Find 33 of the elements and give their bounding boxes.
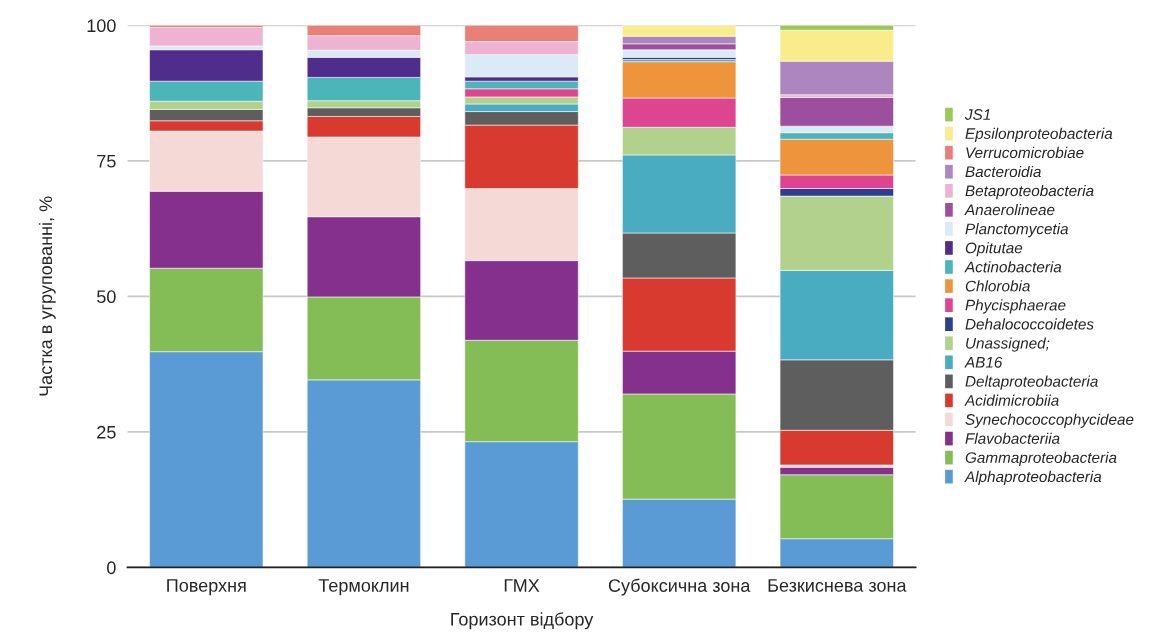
legend-label: Dehalococcoidetes	[965, 318, 1094, 330]
legend-label: JS1	[964, 109, 991, 120]
y-tick-label: 0	[107, 561, 116, 575]
legend-label: Phycisphaerae	[965, 299, 1066, 314]
y-tick-label: 100	[87, 19, 116, 33]
legend-label: Verrucomicrobiae	[966, 146, 1084, 159]
x-tick-label: Поверхня	[167, 579, 246, 596]
legend-label: Chlorobia	[965, 280, 1030, 292]
legend-label: Alphaproteobacteria	[964, 470, 1102, 486]
y-tick-label: 50	[97, 290, 116, 304]
legend-label: AB16	[964, 356, 1003, 368]
y-tick-label: 75	[97, 155, 116, 168]
legend-label: Opitutae	[965, 242, 1023, 257]
legend-label: Unassigned;	[966, 337, 1050, 352]
legend-label: Gammaproteobacteria	[965, 451, 1117, 467]
x-axis-title: Горизонт відбору	[451, 612, 594, 630]
legend-label: Epsilonproteobacteria	[965, 127, 1113, 143]
legend-label: Planctomycetia	[965, 223, 1069, 238]
legend-label: Bacteroidia	[965, 165, 1041, 178]
legend-label: Acidimicrobiia	[964, 394, 1059, 406]
legend-label: Actinobacteria	[964, 261, 1062, 273]
x-tick-label: Термоклин	[318, 579, 409, 596]
bar	[149, 27, 264, 47]
legend-label: Betaproteobacteria	[965, 184, 1094, 200]
x-tick-label: Безкиснева зона	[768, 579, 907, 592]
y-tick-label: 25	[97, 425, 116, 439]
x-tick-label: ГМХ	[504, 579, 540, 592]
x-tick-label: Субоксична зона	[608, 578, 751, 596]
legend-label: Deltaproteobacteria	[965, 375, 1098, 390]
legend-label: Anaerolineae	[964, 204, 1055, 216]
y-axis-title: Частка в угрупованні, %	[38, 196, 56, 396]
legend-label: Flavobacteriia	[965, 432, 1060, 444]
legend-label: Synechococcophycideae	[965, 413, 1134, 428]
